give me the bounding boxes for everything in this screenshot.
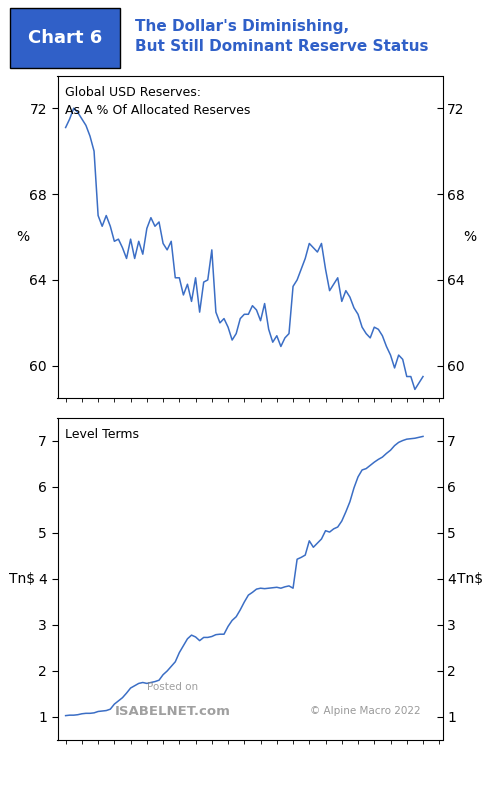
Text: ISABELNET.com: ISABELNET.com (115, 705, 231, 718)
Text: Posted on: Posted on (148, 682, 198, 692)
Text: Tn$: Tn$ (10, 572, 36, 586)
Text: Global USD Reserves:
As A % Of Allocated Reserves: Global USD Reserves: As A % Of Allocated… (65, 86, 250, 117)
Text: Tn$: Tn$ (457, 572, 483, 586)
Text: The Dollar's Diminishing,
But Still Dominant Reserve Status: The Dollar's Diminishing, But Still Domi… (135, 19, 428, 54)
Text: © Alpine Macro 2022: © Alpine Macro 2022 (310, 706, 421, 716)
Text: Chart 6: Chart 6 (28, 29, 102, 47)
Text: %: % (16, 230, 29, 244)
Text: Level Terms: Level Terms (65, 428, 139, 441)
Text: %: % (464, 230, 476, 244)
